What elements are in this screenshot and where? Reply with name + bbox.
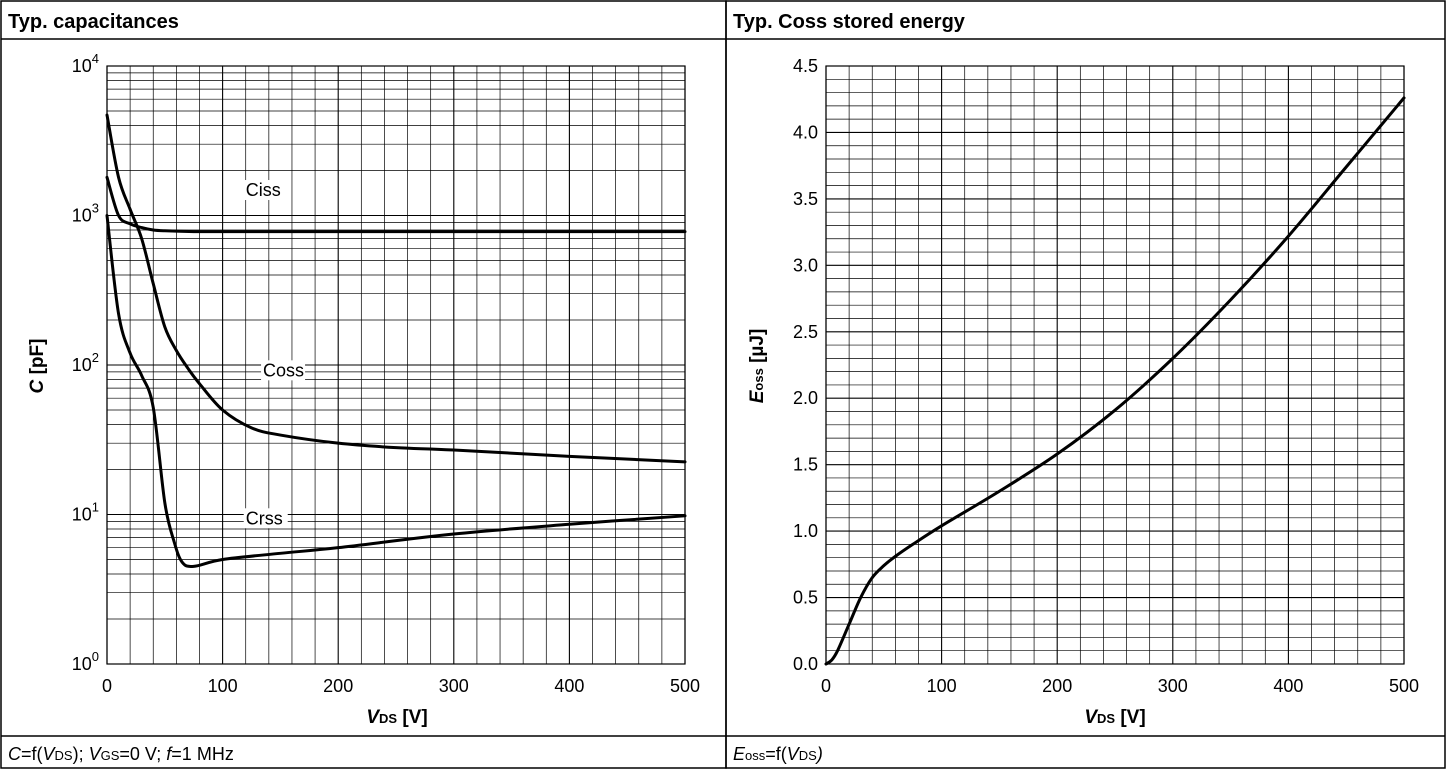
x-tick-label: 400 — [1273, 676, 1303, 696]
y-tick-label: 4.0 — [793, 122, 818, 142]
y-tick-label: 2.0 — [793, 388, 818, 408]
capacitance-x-axis-title: VDS [V] — [366, 707, 427, 728]
energy-x-axis-title: VDS [V] — [1084, 707, 1145, 728]
x-tick-label: 200 — [323, 676, 353, 696]
series-label-bg — [243, 180, 288, 201]
series-crss-label: Crss — [246, 508, 283, 528]
right-panel-footer: Eoss=f(VDS) — [733, 744, 823, 764]
series-coss-label: Coss — [263, 360, 304, 380]
y-tick-label: 4.5 — [793, 56, 818, 76]
y-tick-label: 3.0 — [793, 255, 818, 275]
series-crss-line — [105, 214, 687, 568]
y-tick-label: 0.5 — [793, 588, 818, 608]
y-tick-label: 102 — [72, 350, 99, 375]
x-tick-label: 0 — [102, 676, 112, 696]
x-tick-label: 200 — [1042, 676, 1072, 696]
right-panel-frame — [725, 0, 1446, 769]
series-eoss-line — [824, 96, 1406, 666]
capacitance-y-axis-title: C [pF] — [27, 339, 48, 394]
x-tick-label: 100 — [208, 676, 238, 696]
y-tick-label: 101 — [72, 500, 99, 525]
x-tick-label: 300 — [439, 676, 469, 696]
y-tick-label: 1.5 — [793, 455, 818, 475]
capacitance-curves — [105, 113, 687, 568]
energy-plot-frame — [825, 65, 1405, 665]
series-ciss-line — [105, 175, 687, 234]
y-tick-label: 2.5 — [793, 322, 818, 342]
energy-chart: 0 100 200 300 400 500 0.0 0.5 1.0 1.5 2.0 2.5 3.0 3.5… — [747, 56, 1419, 728]
capacitance-grid — [106, 65, 686, 665]
series-ciss-label: Ciss — [246, 180, 281, 200]
left-panel-frame — [0, 0, 727, 769]
y-tick-label: 100 — [72, 649, 99, 674]
left-panel-title: Typ. capacitances — [8, 11, 179, 33]
x-tick-label: 300 — [1158, 676, 1188, 696]
energy-tick-labels: 0 100 200 300 400 500 0.0 0.5 1.0 1.5 2.0 2.5 3.0 3.5… — [793, 56, 1419, 696]
energy-y-axis-title: Eoss [µJ] — [747, 329, 768, 404]
x-tick-label: 500 — [1389, 676, 1419, 696]
series-label-bg — [261, 360, 306, 381]
y-tick-label: 104 — [72, 51, 99, 76]
y-tick-label: 1.0 — [793, 521, 818, 541]
energy-grid — [825, 65, 1405, 665]
series-coss-line — [105, 113, 687, 464]
x-tick-label: 0 — [821, 676, 831, 696]
x-tick-label: 500 — [670, 676, 700, 696]
capacitance-plot-frame — [106, 65, 686, 665]
y-tick-label: 3.5 — [793, 189, 818, 209]
x-tick-label: 100 — [927, 676, 957, 696]
left-panel-footer: C=f(VDS); VGS=0 V; f=1 MHz — [8, 744, 234, 764]
capacitance-curve-labels: Ciss Coss Crss — [243, 180, 306, 529]
right-panel-title: Typ. Coss stored energy — [733, 11, 966, 33]
series-label-bg — [243, 508, 288, 529]
y-tick-label: 0.0 — [793, 654, 818, 674]
energy-curves — [824, 96, 1406, 666]
y-tick-label: 103 — [72, 201, 99, 226]
x-tick-label: 400 — [554, 676, 584, 696]
